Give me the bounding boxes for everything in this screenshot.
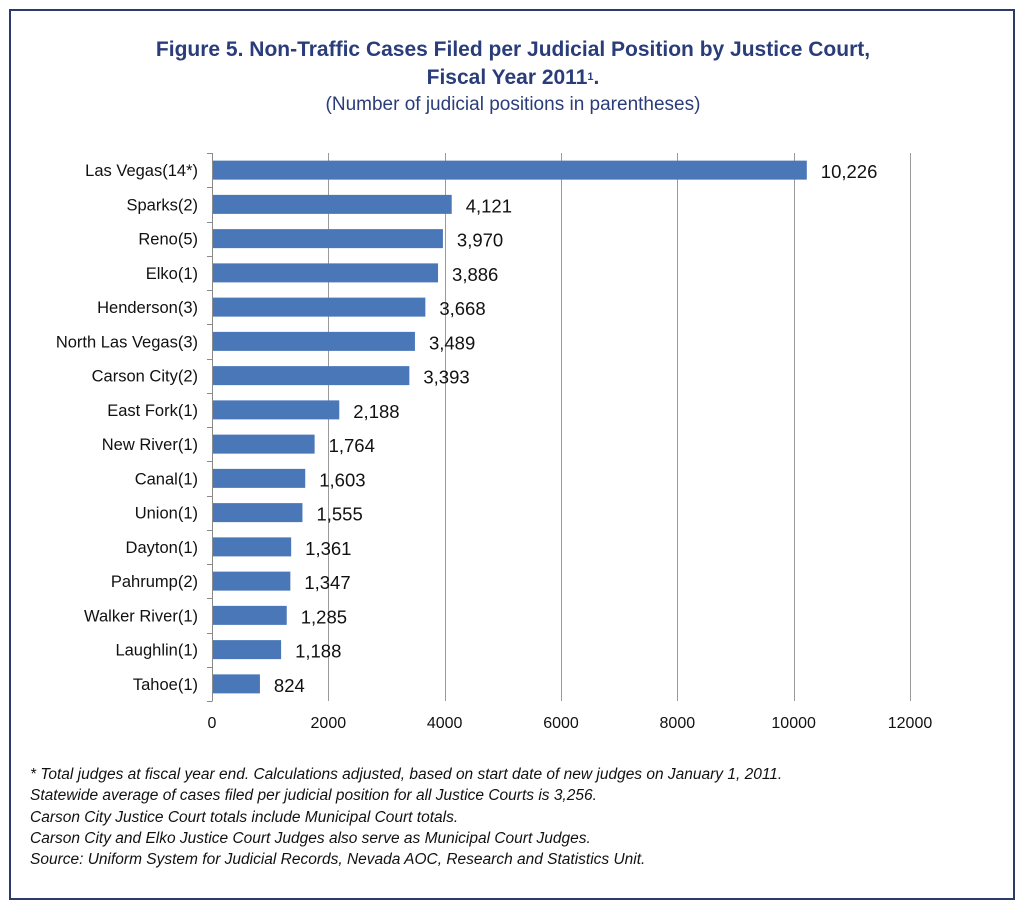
value-label: 1,188 — [295, 641, 341, 662]
category-label: Walker River(1) — [84, 607, 198, 625]
category-label: North Las Vegas(3) — [56, 333, 198, 351]
category-label: New River(1) — [102, 436, 198, 454]
x-tick-label: 0 — [208, 715, 217, 732]
value-label: 1,764 — [329, 435, 375, 456]
chart-title-year: Fiscal Year 2011 — [426, 66, 588, 89]
bar-tahoe-1 — [213, 674, 260, 694]
bar-elko-1 — [213, 263, 439, 283]
footnote-4: Carson City and Elko Justice Court Judge… — [30, 829, 591, 847]
category-label: Dayton(1) — [126, 539, 198, 557]
footnote-5: Source: Uniform System for Judicial Reco… — [30, 851, 646, 869]
axis-layer: 0 2000 4000 6000 8000 10000 12000 — [207, 153, 932, 732]
footnote-3: Carson City Justice Court totals include… — [30, 808, 459, 826]
chart-footnotes: * Total judges at fiscal year end. Calcu… — [30, 764, 1000, 870]
chart-title-line-1: Figure 5. Non-Traffic Cases Filed per Ju… — [155, 38, 871, 61]
bar-canal-1 — [213, 468, 306, 488]
value-label: 3,970 — [457, 230, 503, 251]
value-label: 3,393 — [423, 367, 469, 388]
bar-pahrump-2 — [213, 571, 291, 591]
bar-reno-5 — [213, 229, 443, 249]
x-tick-label: 4000 — [427, 715, 463, 732]
category-label: Carson City(2) — [92, 368, 198, 386]
value-label: 824 — [274, 675, 305, 696]
value-label: 1,603 — [319, 469, 365, 490]
x-tick-label: 6000 — [543, 715, 579, 732]
bar-layer — [213, 160, 807, 694]
value-label: 4,121 — [466, 195, 512, 216]
title-end-punct: . — [593, 66, 600, 89]
bar-east-fork-1 — [213, 400, 340, 420]
value-label: 10,226 — [821, 161, 878, 182]
chart-title-block: Figure 5. Non-Traffic Cases Filed per Ju… — [0, 36, 1026, 118]
category-label: Elko(1) — [146, 265, 198, 283]
bar-las-vegas-14 — [213, 160, 807, 180]
category-label: Laughlin(1) — [115, 642, 198, 660]
label-layer: Las Vegas(14*) 10,226 Sparks(2) 4,121 Reno(5… — [56, 161, 878, 696]
bar-union-1 — [213, 503, 303, 523]
category-label: Canal(1) — [135, 470, 198, 488]
figure-frame — [9, 9, 1015, 900]
value-label: 1,285 — [301, 606, 347, 627]
category-label: East Fork(1) — [107, 402, 198, 420]
bar-henderson-3 — [213, 297, 426, 317]
value-label: 1,555 — [316, 504, 362, 525]
bar-sparks-2 — [213, 194, 452, 214]
x-tick-label: 2000 — [311, 715, 347, 732]
x-tick-label: 12000 — [888, 715, 933, 732]
value-label: 1,347 — [304, 572, 350, 593]
value-label: 1,361 — [305, 538, 351, 559]
category-label: Henderson(3) — [97, 299, 198, 317]
category-label: Union(1) — [135, 505, 198, 523]
title-footnote-marker: 1 — [587, 71, 594, 83]
footnote-1: * Total judges at fiscal year end. Calcu… — [30, 766, 783, 783]
bar-north-las-vegas-3 — [213, 331, 415, 351]
x-tick-label: 8000 — [660, 715, 696, 732]
footnote-2: Statewide average of cases filed per jud… — [30, 787, 597, 805]
category-label: Reno(5) — [138, 231, 198, 249]
bar-walker-river-1 — [213, 605, 287, 625]
category-label: Las Vegas(14*) — [85, 162, 198, 180]
chart-title-line-2: Fiscal Year 20111. — [0, 64, 1026, 92]
value-label: 2,188 — [353, 401, 399, 422]
bar-new-river-1 — [213, 434, 315, 454]
bar-dayton-1 — [213, 537, 292, 557]
bar-chart: 0 2000 4000 6000 8000 10000 12000 Las Vegas(14… — [56, 153, 932, 732]
bar-laughlin-1 — [213, 640, 282, 660]
bar-carson-city-2 — [213, 366, 410, 386]
category-label: Sparks(2) — [126, 196, 198, 214]
value-label: 3,886 — [452, 264, 498, 285]
chart-subtitle: (Number of judicial positions in parenth… — [325, 94, 701, 115]
x-tick-label: 10000 — [771, 715, 816, 732]
category-label: Tahoe(1) — [133, 676, 198, 694]
category-label: Pahrump(2) — [111, 573, 198, 591]
value-label: 3,668 — [439, 298, 485, 319]
value-label: 3,489 — [429, 332, 475, 353]
